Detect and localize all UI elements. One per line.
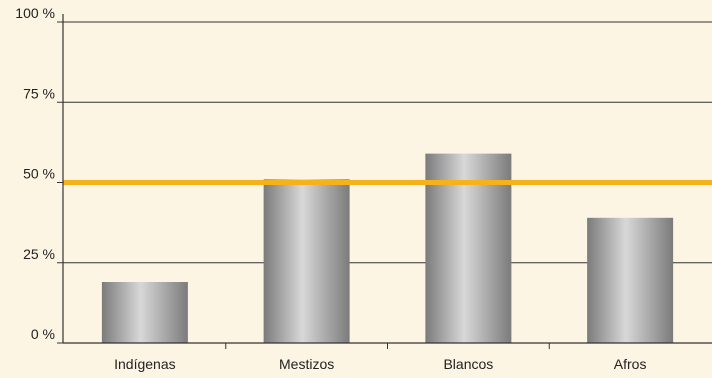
- bar-mestizos: [263, 179, 350, 343]
- bar-indígenas: [101, 282, 188, 343]
- x-tick-label: Indígenas: [114, 356, 176, 372]
- x-tick-label: Afros: [614, 356, 647, 372]
- bar-blancos: [425, 153, 512, 343]
- x-axis-ticks: Indígenas Mestizos Blancos Afros: [114, 343, 646, 372]
- axes: [62, 14, 712, 344]
- y-tick-label: 75 %: [23, 85, 55, 101]
- y-axis-ticks: 0 % 25 % 50 % 75 % 100 %: [15, 5, 63, 344]
- bar-afros: [587, 217, 674, 343]
- y-tick-label: 100 %: [15, 5, 55, 21]
- x-tick-label: Mestizos: [279, 356, 334, 372]
- x-tick-label: Blancos: [443, 356, 493, 372]
- y-tick-label: 50 %: [23, 166, 55, 182]
- y-tick-label: 0 %: [31, 326, 55, 342]
- y-tick-label: 25 %: [23, 246, 55, 262]
- bars: [101, 153, 674, 343]
